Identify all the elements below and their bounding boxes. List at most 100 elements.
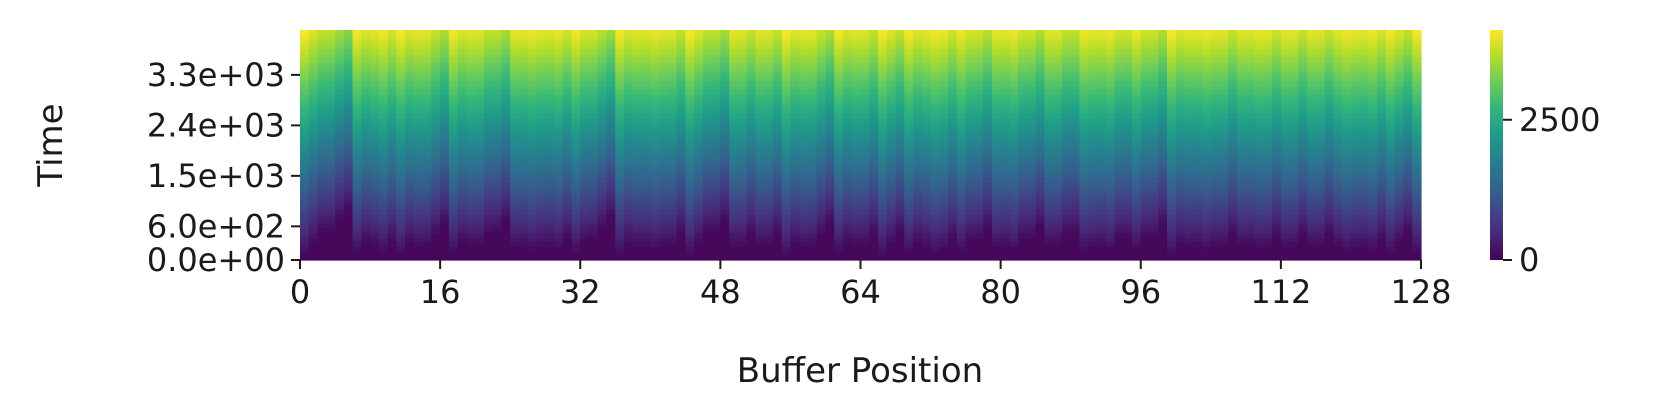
heatmap-cell [729, 218, 739, 224]
heatmap-cell [974, 53, 984, 59]
heatmap-cell [1149, 135, 1159, 141]
heatmap-cell [606, 66, 616, 72]
heatmap-cell [624, 154, 634, 160]
heatmap-cell [860, 131, 870, 137]
heatmap-cell [930, 94, 940, 100]
heatmap-cell [483, 89, 494, 95]
heatmap-cell [597, 191, 608, 197]
heatmap-cell [1009, 177, 1019, 183]
heatmap-cell [711, 218, 721, 224]
heatmap-cell [948, 246, 958, 252]
heatmap-cell [720, 122, 730, 128]
heatmap-cell [1035, 204, 1046, 210]
heatmap-cell [1044, 43, 1054, 49]
heatmap-cell [956, 145, 967, 151]
heatmap-cell [878, 99, 888, 105]
heatmap-cell [615, 62, 625, 68]
heatmap-cell [562, 191, 573, 197]
heatmap-cell [886, 255, 897, 261]
heatmap-cell [308, 80, 319, 86]
heatmap-cell [510, 34, 520, 40]
heatmap-cell [781, 214, 792, 220]
heatmap-cell [729, 158, 739, 164]
heatmap-cell [308, 66, 319, 72]
heatmap-cell [527, 131, 538, 137]
heatmap-cell [1018, 163, 1028, 169]
heatmap-cell [571, 103, 581, 109]
heatmap-cell [676, 237, 686, 243]
heatmap-cell [974, 126, 984, 132]
heatmap-cell [1114, 112, 1124, 118]
heatmap-cell [1070, 177, 1081, 183]
heatmap-cell [764, 103, 774, 109]
heatmap-cell [440, 154, 450, 160]
heatmap-cell [860, 89, 870, 95]
heatmap-cell [956, 43, 967, 49]
heatmap-cell [1035, 108, 1046, 114]
heatmap-cell [501, 48, 511, 54]
heatmap-cell [913, 246, 923, 252]
heatmap-cell [974, 112, 984, 118]
heatmap-cell [851, 43, 862, 49]
heatmap-cell [983, 172, 993, 178]
heatmap-cell [632, 126, 643, 132]
heatmap-cell [842, 218, 853, 224]
heatmap-cell [1018, 43, 1028, 49]
heatmap-cell [816, 126, 827, 132]
heatmap-cell [842, 200, 853, 206]
heatmap-cell [702, 108, 713, 114]
heatmap-cell [536, 53, 546, 59]
heatmap-cell [667, 76, 678, 82]
heatmap-cell [886, 48, 897, 54]
heatmap-cell [720, 30, 730, 36]
heatmap-cell [956, 168, 967, 174]
heatmap-cell [956, 149, 967, 155]
heatmap-cell [440, 186, 450, 192]
heatmap-cell [1061, 232, 1072, 238]
heatmap-cell [1167, 66, 1177, 72]
heatmap-cell [737, 149, 748, 155]
heatmap-cell [729, 223, 739, 229]
heatmap-cell [878, 186, 888, 192]
heatmap-cell [842, 154, 853, 160]
heatmap-cell [939, 131, 949, 137]
heatmap-cell [562, 57, 573, 63]
heatmap-cell [711, 163, 721, 169]
heatmap-cell [317, 168, 327, 174]
heatmap-cell [378, 177, 389, 183]
heatmap-cell [431, 135, 441, 141]
heatmap-cell [510, 181, 520, 187]
heatmap-cell [956, 62, 967, 68]
heatmap-cell [527, 126, 538, 132]
heatmap-cell [956, 112, 967, 118]
heatmap-cell [755, 140, 765, 146]
heatmap-cell [1009, 195, 1019, 201]
heatmap-cell [553, 172, 564, 178]
heatmap-cell [440, 117, 450, 123]
heatmap-cell [913, 34, 923, 40]
heatmap-cell [300, 172, 310, 178]
heatmap-cell [1018, 186, 1028, 192]
heatmap-cell [300, 135, 310, 141]
heatmap-cell [755, 99, 765, 105]
heatmap-cell [904, 172, 914, 178]
heatmap-cell [571, 250, 581, 256]
heatmap-cell [904, 181, 914, 187]
heatmap-cell [352, 62, 362, 68]
heatmap-cell [860, 149, 870, 155]
heatmap-cell [991, 237, 1002, 243]
heatmap-cell [869, 126, 879, 132]
heatmap-cell [562, 112, 573, 118]
heatmap-cell [851, 191, 862, 197]
heatmap-cell [624, 103, 634, 109]
heatmap-cell [378, 117, 389, 123]
heatmap-cell [510, 158, 520, 164]
heatmap-cell [659, 218, 669, 224]
heatmap-cell [667, 191, 678, 197]
heatmap-cell [913, 250, 923, 256]
heatmap-cell [562, 89, 573, 95]
heatmap-cell [720, 218, 730, 224]
heatmap-cell [1167, 85, 1177, 91]
heatmap-cell [352, 39, 362, 45]
heatmap-cell [659, 62, 669, 68]
